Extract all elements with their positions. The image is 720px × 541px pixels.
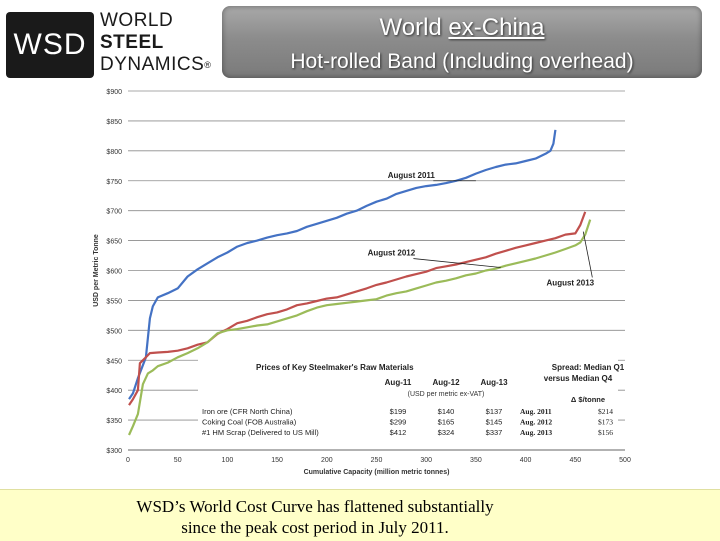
x-tick-label: 500: [619, 457, 631, 464]
cost-curve-chart: $300 $350 $400 $450 $500 $550 $600 $650 $700 $750…: [80, 80, 640, 488]
inset-table-cell: $324: [438, 428, 455, 437]
y-tick-label: $350: [106, 418, 122, 425]
inset-table-cell: $199: [390, 407, 407, 416]
inset-table-title: Prices of Key Steelmaker's Raw Materials: [256, 363, 414, 372]
spread-title-2: versus Median Q4: [544, 374, 613, 383]
y-tick-label: $500: [106, 328, 122, 335]
inset-table-subheader: (USD per metric ex-VAT): [408, 391, 485, 398]
y-tick-label: $650: [106, 239, 122, 246]
inset-table-cell: $140: [438, 407, 455, 416]
spread-row-value: $156: [598, 428, 613, 437]
logo-line-world: WORLD: [100, 10, 211, 32]
inset-table-cell: $165: [438, 418, 455, 427]
y-tick-label: $300: [106, 448, 122, 455]
inset-table-row-label: Coking Coal (FOB Australia): [202, 418, 297, 427]
y-tick-label: $850: [106, 119, 122, 126]
y-axis-label: USD per Metric Tonne: [93, 234, 100, 307]
x-axis-label: Cumulative Capacity (million metric tonn…: [304, 469, 450, 476]
spread-row-label: Aug. 2012: [520, 418, 552, 427]
x-tick-label: 150: [271, 457, 283, 464]
wsd-logo: WSD WORLD STEEL DYNAMICS®: [4, 8, 212, 74]
logo-abbr: WSD: [6, 12, 94, 78]
spread-row-label: Aug. 2013: [520, 428, 552, 437]
x-tick-label: 50: [174, 457, 182, 464]
inset-table-cell: $337: [486, 428, 503, 437]
y-tick-label: $550: [106, 298, 122, 305]
page-subtitle: Hot-rolled Band (Including overhead): [222, 50, 702, 74]
y-tick-label: $400: [106, 388, 122, 395]
spread-row-label: Aug. 2011: [520, 407, 552, 416]
x-tick-label: 0: [126, 457, 130, 464]
x-tick-label: 400: [520, 457, 532, 464]
page-title: World ex-China: [222, 14, 702, 42]
spread-row-value: $214: [598, 407, 613, 416]
inset-table-row-label: Iron ore (CFR North China): [202, 407, 293, 416]
logo-line-dynamics: DYNAMICS®: [100, 54, 211, 76]
annotation-label: August 2011: [388, 171, 436, 180]
registered-mark: ®: [204, 60, 211, 70]
inset-table-cell: $137: [486, 407, 503, 416]
y-tick-label: $800: [106, 149, 122, 156]
logo-line-steel: STEEL: [100, 32, 211, 54]
inset-table-header: Aug-12: [432, 378, 460, 387]
spread-row-value: $173: [598, 418, 613, 427]
x-tick-label: 250: [371, 457, 383, 464]
annotation-label: August 2012: [368, 249, 416, 258]
inset-table-cell: $299: [390, 418, 407, 427]
x-tick-label: 300: [420, 457, 432, 464]
annotation-label: August 2013: [547, 278, 595, 287]
annotation-arrow: [413, 259, 500, 268]
x-tick-label: 350: [470, 457, 482, 464]
y-tick-label: $750: [106, 179, 122, 186]
chart-area: $300 $350 $400 $450 $500 $550 $600 $650 $700 $750…: [80, 80, 640, 488]
caption-line-2: since the peak cost period in July 2011.: [0, 517, 720, 538]
x-tick-label: 100: [222, 457, 234, 464]
caption-line-1: WSD’s World Cost Curve has flattened sub…: [0, 496, 720, 517]
x-tick-label: 200: [321, 457, 333, 464]
y-tick-label: $700: [106, 209, 122, 216]
y-tick-label: $600: [106, 269, 122, 276]
spread-title-1: Spread: Median Q1: [552, 363, 625, 372]
inset-table-row-label: #1 HM Scrap (Delivered to US Mill): [202, 428, 319, 437]
inset-table-cell: $412: [390, 428, 407, 437]
inset-table-header: Aug-11: [385, 378, 412, 387]
spread-unit: Δ $/tonne: [571, 395, 605, 404]
inset-table-header: Aug-13: [480, 378, 508, 387]
caption-box: WSD’s World Cost Curve has flattened sub…: [0, 489, 720, 541]
logo-wordmark: WORLD STEEL DYNAMICS®: [100, 10, 211, 76]
x-tick-label: 450: [569, 457, 581, 464]
y-tick-label: $450: [106, 358, 122, 365]
y-tick-label: $900: [106, 89, 122, 96]
title-banner: World ex-China Hot-rolled Band (Includin…: [222, 6, 702, 78]
title-underlined: ex-China: [448, 14, 544, 41]
inset-table-cell: $145: [486, 418, 503, 427]
